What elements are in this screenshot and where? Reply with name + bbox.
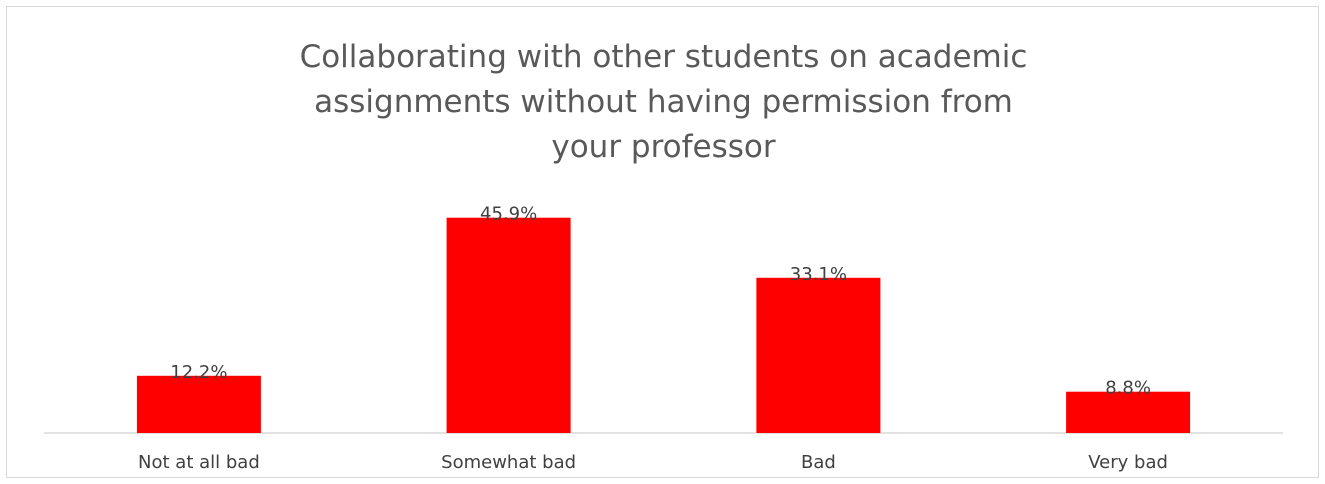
data-label-very-bad: 8.8% [1105, 378, 1151, 399]
data-label-not-at-all-bad: 12.2% [170, 362, 227, 383]
chart-title-line-2: assignments without having permission fr… [314, 84, 1013, 120]
bar-not-at-all-bad [136, 375, 261, 433]
category-label-bad: Bad [801, 452, 836, 473]
data-label-bad: 33.1% [790, 264, 847, 285]
category-label-somewhat-bad: Somewhat bad [441, 452, 576, 473]
data-label-somewhat-bad: 45.9% [480, 204, 537, 225]
category-label-not-at-all-bad: Not at all bad [138, 452, 260, 473]
chart-title-line-1: Collaborating with other students on aca… [299, 39, 1028, 75]
chart-title: Collaborating with other students on aca… [7, 35, 1320, 170]
category-label-very-bad: Very bad [1088, 452, 1168, 473]
bar-somewhat-bad [446, 217, 571, 433]
bar-bad [756, 277, 881, 433]
bar-very-bad [1066, 391, 1191, 433]
chart-title-line-3: your professor [551, 129, 776, 165]
